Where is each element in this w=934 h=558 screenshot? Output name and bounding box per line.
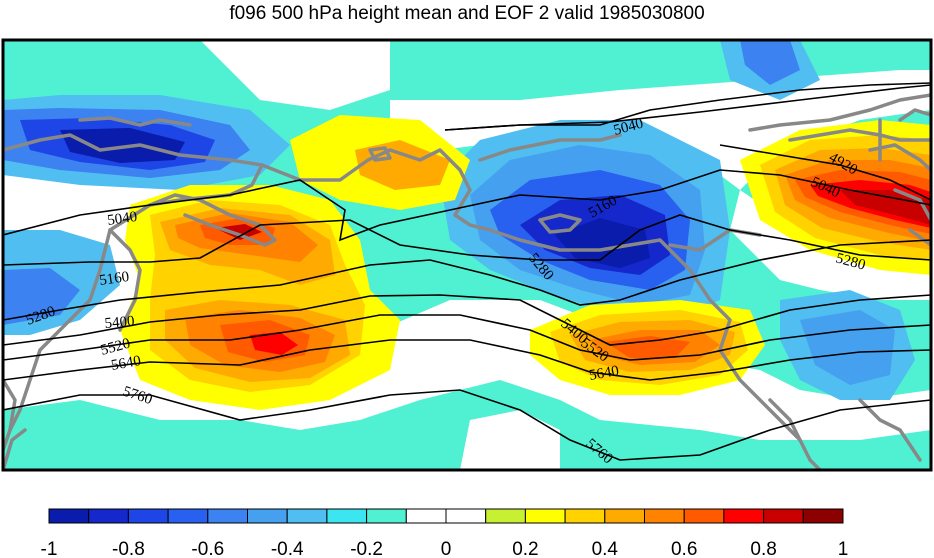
colorbar-tick-label: -0.6 [191, 539, 224, 558]
height-contours [3, 82, 931, 461]
contour-label: 5640 [588, 363, 620, 384]
map-frame [1, 38, 933, 472]
colorbar-swatch [88, 508, 129, 524]
colorbar-swatch [485, 508, 526, 524]
colorbar-swatch [167, 508, 209, 524]
colorbar-tick-label: 0.6 [671, 539, 697, 558]
contour-5640 [3, 339, 931, 381]
colorbar-swatch [683, 508, 725, 524]
contour-label: 5040 [106, 209, 138, 229]
contour-label: 5280 [834, 250, 867, 273]
colorbar-swatch [366, 508, 407, 524]
contour-label: 5040 [612, 116, 645, 139]
map-title: f096 500 hPa height mean and EOF 2 valid… [229, 3, 705, 24]
zero-region-north-west [200, 40, 390, 110]
colorbar-swatch [127, 508, 169, 524]
contour-5760 [3, 389, 931, 461]
colorbar-tick-label: -0.2 [350, 539, 383, 558]
map-plot: 5040 5160 5280 5400 5520 5640 5760 5040 … [1, 38, 933, 472]
colorbar: -1 -0.8 -0.6 -0.4 -0.2 0 0.2 0.4 0.6 0.8 1 [41, 508, 849, 558]
colorbar-swatch [326, 508, 368, 524]
colorbar-tick-label: -0.8 [112, 539, 145, 558]
colorbar-tick-label: 1 [838, 539, 849, 558]
colorbar-tick-label: 0.4 [592, 539, 619, 558]
colorbar-swatch [405, 508, 447, 524]
contour-5400 [3, 294, 931, 346]
colorbar-swatch [524, 508, 566, 524]
colorbar-swatch [247, 508, 288, 524]
colorbar-tick-label: 0.2 [512, 539, 538, 558]
colorbar-tick-label: 0 [441, 539, 452, 558]
colorbar-tick-label: -0.4 [271, 539, 304, 558]
colorbar-swatch [48, 508, 90, 524]
colorbar-swatch [207, 508, 249, 524]
contour-label: 5520 [99, 336, 132, 359]
colorbar-swatch [445, 508, 487, 524]
colorbar-swatch [644, 508, 685, 524]
colorbar-swatch [604, 508, 645, 524]
contour-label: 5640 [110, 353, 142, 374]
zero-region-south-center [460, 410, 560, 470]
colorbar-tick-label: 0.8 [750, 539, 776, 558]
contour-5040 [3, 169, 931, 242]
contour-label: 5160 [98, 269, 130, 289]
colorbar-swatch [763, 508, 804, 524]
colorbar-swatch [564, 508, 606, 524]
colorbar-swatch [723, 508, 765, 524]
colorbar-swatch [802, 508, 844, 524]
contour-5040-north [444, 124, 600, 131]
colorbar-swatch [286, 508, 328, 524]
colorbar-tick-label: -1 [41, 539, 58, 558]
contour-5520 [3, 314, 931, 361]
contour-5280 [3, 239, 931, 321]
coastlines [3, 93, 931, 470]
contour-5160 [3, 214, 931, 266]
contour-label: 5400 [104, 313, 135, 332]
